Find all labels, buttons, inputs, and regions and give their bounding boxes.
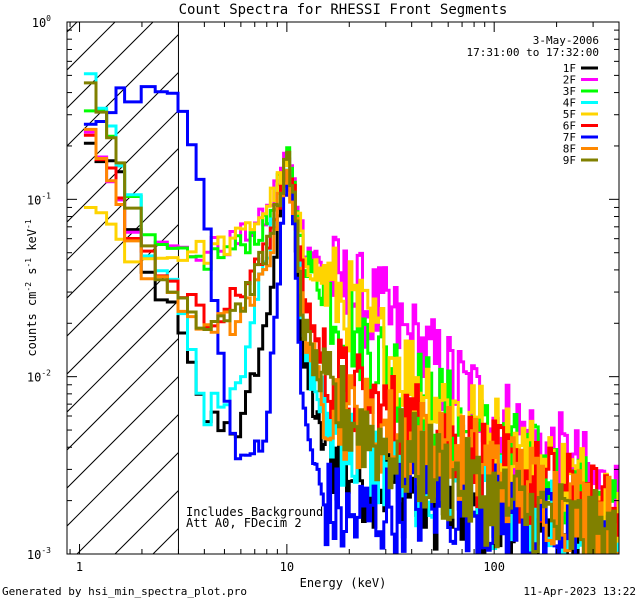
legend-label-8F: 8F [563, 143, 576, 156]
x-tick-label: 100 [483, 560, 505, 574]
y-tick-label: 10-2 [27, 369, 51, 385]
hatch-line [67, 22, 116, 71]
timestamp-label: 11-Apr-2023 13:22 [523, 585, 636, 598]
x-axis-label: Energy (keV) [300, 576, 387, 590]
hatch-line [67, 71, 179, 185]
plot-frame [66, 21, 620, 555]
hatch-line [67, 413, 179, 527]
annotation-attenuator: Att A0, FDecim 2 [186, 516, 302, 530]
x-tick-label: 1 [76, 560, 83, 574]
hatch-line [67, 261, 179, 375]
hatch-line [67, 375, 179, 489]
hatch-line [67, 22, 78, 33]
hatch-line [76, 451, 179, 554]
y-label-base: counts cm [25, 292, 39, 357]
legend-label-2F: 2F [563, 74, 576, 87]
y-label-mid1: s [25, 268, 39, 282]
y-tick-label: 10-3 [27, 546, 51, 562]
y-axis-label: counts cm-2 s-1 keV-1 [24, 219, 39, 356]
legend-label-3F: 3F [563, 85, 576, 98]
y-tick-label: 100 [32, 14, 51, 30]
generated-by-label: Generated by hsi_min_spectra_plot.pro [2, 585, 247, 598]
axis-ticks [67, 21, 620, 555]
date-label: 3-May-2006 [533, 34, 599, 47]
x-tick-label: 10 [280, 560, 294, 574]
series-line-7F [83, 85, 615, 554]
y-label-sup1: -2 [24, 282, 33, 292]
y-tick-label: 10-1 [27, 191, 51, 207]
series-layer [83, 72, 619, 554]
annotation-background: Includes Background [186, 505, 323, 519]
y-label-sup3: -1 [24, 219, 33, 229]
y-label-mid2: keV [25, 229, 39, 258]
chart-title: Count Spectra for RHESSI Front Segments [179, 2, 508, 18]
hatch-line [67, 185, 179, 299]
time-range-label: 17:31:00 to 17:32:00 [467, 46, 599, 59]
legend-label-1F: 1F [563, 62, 576, 75]
y-tick-labels: 100 10-1 10-2 10-3 [27, 14, 51, 562]
series-line-9F [83, 81, 617, 554]
y-label-sup2: -1 [24, 258, 33, 268]
hatch-line [0, 22, 39, 554]
x-tick-labels: 1 10 100 [76, 560, 505, 574]
hatch-line [67, 223, 179, 337]
legend-label-9F: 9F [563, 154, 576, 167]
legend-label-7F: 7F [563, 131, 576, 144]
legend-label-5F: 5F [563, 108, 576, 121]
legend-label-4F: 4F [563, 97, 576, 110]
legend-label-6F: 6F [563, 120, 576, 133]
